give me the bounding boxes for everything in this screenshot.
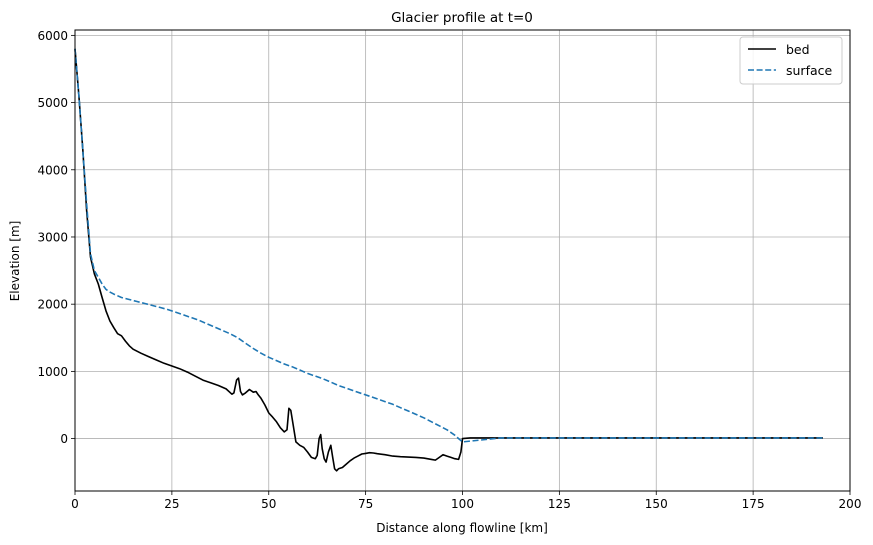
y-tick-label: 4000	[37, 163, 68, 177]
x-tick-label: 25	[164, 497, 179, 511]
x-tick-label: 100	[451, 497, 474, 511]
legend-label-bed: bed	[786, 42, 810, 57]
x-axis-label: Distance along flowline [km]	[376, 521, 548, 535]
grid	[74, 30, 851, 491]
legend-label-surface: surface	[786, 63, 833, 78]
legend: bed surface	[739, 36, 843, 85]
series-line-surface	[74, 48, 823, 443]
x-tick-label: 150	[645, 497, 668, 511]
y-tick-label: 5000	[37, 96, 68, 110]
x-tick-label: 175	[742, 497, 765, 511]
x-tick-label: 0	[71, 497, 79, 511]
series-lines	[74, 48, 823, 472]
y-tick-label: 6000	[37, 29, 68, 43]
y-axis-ticks: 0 1000 2000 3000 4000 5000 6000	[37, 29, 75, 446]
series-line-bed	[74, 48, 823, 472]
x-tick-label: 75	[358, 497, 373, 511]
y-tick-label: 0	[60, 432, 68, 446]
x-tick-label: 200	[839, 497, 862, 511]
x-tick-label: 50	[261, 497, 276, 511]
y-tick-label: 3000	[37, 230, 68, 244]
x-tick-label: 125	[548, 497, 571, 511]
y-tick-label: 1000	[37, 365, 68, 379]
x-axis-ticks: 0 25 50 75 100 125 150 175 200	[71, 491, 861, 511]
y-axis-label: Elevation [m]	[8, 221, 22, 302]
y-tick-label: 2000	[37, 298, 68, 312]
chart-title: Glacier profile at t=0	[391, 10, 533, 26]
